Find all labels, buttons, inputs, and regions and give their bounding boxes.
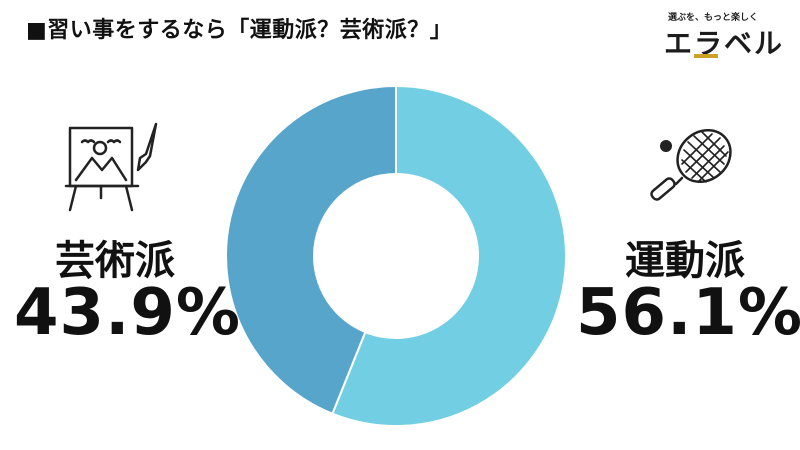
tennis-racket-icon [650, 129, 732, 201]
logo-tagline: 選ぶを、もっと楽しく [668, 13, 759, 23]
label-sport: 運動派 [625, 238, 745, 284]
donut-slice-sport [331, 84, 567, 427]
brand-logo: 選ぶを、もっと楽しく エラベル [664, 8, 782, 60]
easel-painting-icon [64, 122, 158, 212]
chart-title: ■習い事をするなら「運動派？芸術派？」 [26, 18, 453, 43]
logo-accent [694, 54, 718, 58]
logo-name: エラベル [664, 27, 785, 60]
value-sport: 56.1% [576, 276, 800, 350]
value-art: 43.9% [14, 276, 242, 350]
label-art: 芸術派 [55, 238, 175, 284]
donut-slice-art [225, 84, 397, 415]
